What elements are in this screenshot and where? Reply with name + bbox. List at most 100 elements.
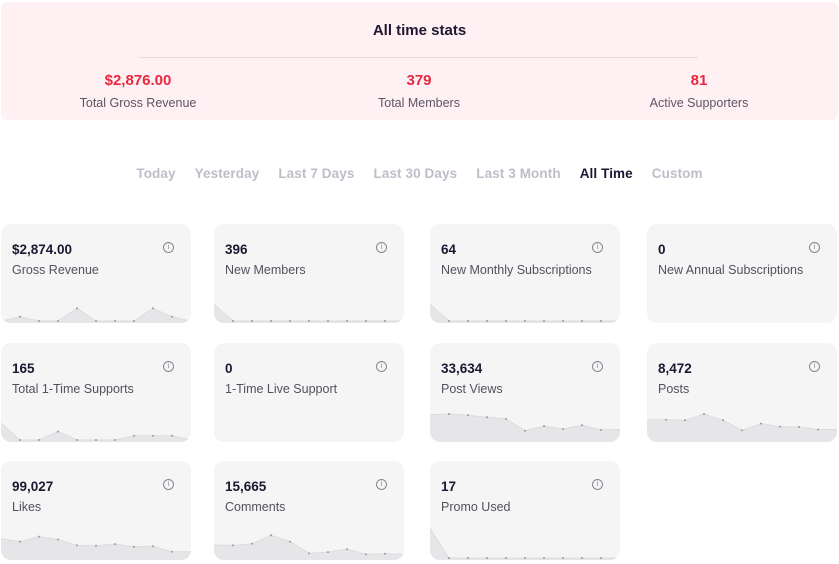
sparkline-point xyxy=(798,426,800,428)
info-icon[interactable]: i xyxy=(163,479,174,490)
info-icon[interactable]: i xyxy=(592,361,603,372)
sparkline-point xyxy=(524,557,526,559)
all-time-stats-banner: All time stats $2,876.00 Total Gross Rev… xyxy=(1,2,838,120)
sparkline-point xyxy=(76,307,78,310)
date-range-tabs: Today Yesterday Last 7 Days Last 30 Days… xyxy=(0,166,839,181)
info-icon[interactable]: i xyxy=(809,242,820,253)
sparkline-point xyxy=(95,320,97,322)
sparkline-point xyxy=(57,538,59,541)
card-label: New Annual Subscriptions xyxy=(658,263,804,277)
sparkline-point xyxy=(543,425,545,428)
sparkline-chart xyxy=(1,535,191,560)
sparkline-point xyxy=(505,418,507,420)
sparkline-point xyxy=(665,418,667,421)
sparkline-point xyxy=(384,552,386,555)
sparkline-area xyxy=(1,423,191,442)
banner-divider xyxy=(139,57,698,58)
sparkline-area xyxy=(647,414,837,442)
sparkline-point xyxy=(251,320,253,322)
sparkline-chart xyxy=(214,303,404,323)
sparkline-line xyxy=(430,303,620,322)
sparkline-point xyxy=(524,320,526,322)
card-new-members: 396 New Members i xyxy=(214,224,404,323)
card-posts: 8,472 Posts i xyxy=(647,343,837,442)
sparkline-point xyxy=(581,424,583,427)
card-value: 17 xyxy=(441,479,457,494)
sparkline-point xyxy=(384,320,386,322)
card-likes: 99,027 Likes i xyxy=(1,461,191,560)
info-icon[interactable]: i xyxy=(592,242,603,253)
sparkline-point xyxy=(365,553,367,556)
card-1-time-live-support: 0 1-Time Live Support i xyxy=(214,343,404,442)
sparkline-point xyxy=(365,320,367,322)
card-value: 8,472 xyxy=(658,361,692,376)
sparkline-point xyxy=(38,439,40,441)
card-total-1-time-supports: 165 Total 1-Time Supports i xyxy=(1,343,191,442)
tab-all-time[interactable]: All Time xyxy=(579,166,633,181)
sparkline-point xyxy=(232,544,234,547)
card-new-annual-subscriptions: 0 New Annual Subscriptions i xyxy=(647,224,837,323)
card-value: 99,027 xyxy=(12,479,54,494)
info-icon[interactable]: i xyxy=(163,361,174,372)
tab-yesterday[interactable]: Yesterday xyxy=(194,166,260,181)
sparkline-point xyxy=(308,320,310,322)
tab-custom[interactable]: Custom xyxy=(651,166,703,181)
sparkline-point xyxy=(19,315,21,318)
info-icon[interactable]: i xyxy=(592,479,603,490)
sparkline-point xyxy=(562,557,564,559)
card-label: Posts xyxy=(658,382,690,396)
stat-label: Total Members xyxy=(378,96,460,110)
info-icon[interactable]: i xyxy=(376,361,387,372)
sparkline-point xyxy=(57,320,59,322)
info-icon[interactable]: i xyxy=(376,479,387,490)
sparkline-point xyxy=(95,544,97,547)
sparkline-area xyxy=(1,308,191,323)
card-label: Gross Revenue xyxy=(12,263,99,277)
info-icon[interactable]: i xyxy=(163,242,174,253)
info-icon[interactable]: i xyxy=(376,242,387,253)
sparkline-point xyxy=(95,439,97,441)
card-promo-used: 17 Promo Used i xyxy=(430,461,620,560)
sparkline-point xyxy=(448,557,450,559)
card-value: 0 xyxy=(225,361,233,376)
sparkline-area xyxy=(214,535,404,560)
info-icon[interactable]: i xyxy=(809,361,820,372)
sparkline-point xyxy=(19,540,21,543)
sparkline-point xyxy=(524,429,526,432)
sparkline-point xyxy=(289,320,291,322)
sparkline-point xyxy=(114,439,116,441)
card-comments: 15,665 Comments i xyxy=(214,461,404,560)
card-label: Comments xyxy=(225,500,286,514)
sparkline-area xyxy=(430,528,620,560)
sparkline-point xyxy=(760,422,762,425)
sparkline-point xyxy=(152,307,154,310)
sparkline-point xyxy=(346,548,348,551)
card-gross-revenue: $2,874.00 Gross Revenue i xyxy=(1,224,191,323)
sparkline-chart xyxy=(214,534,404,560)
sparkline-point xyxy=(38,320,40,322)
tab-last-3-month[interactable]: Last 3 Month xyxy=(476,166,561,181)
tab-last-30-days[interactable]: Last 30 Days xyxy=(373,166,458,181)
sparkline-point xyxy=(171,315,173,318)
tab-today[interactable]: Today xyxy=(136,166,176,181)
sparkline-point xyxy=(308,552,310,555)
sparkline-point xyxy=(600,557,602,559)
tab-last-7-days[interactable]: Last 7 Days xyxy=(278,166,355,181)
card-label: Likes xyxy=(12,500,42,514)
sparkline-point xyxy=(57,430,59,433)
sparkline-line xyxy=(430,528,620,559)
sparkline-point xyxy=(486,557,488,559)
sparkline-chart xyxy=(214,402,404,442)
stat-value: $2,876.00 xyxy=(104,72,172,89)
sparkline-point xyxy=(467,557,469,559)
sparkline-point xyxy=(600,320,602,322)
stat-total-gross-revenue: $2,876.00 Total Gross Revenue xyxy=(28,72,248,110)
sparkline-chart xyxy=(430,413,620,442)
sparkline-point xyxy=(152,434,154,437)
card-label: Total 1-Time Supports xyxy=(12,382,134,396)
card-label: Post Views xyxy=(441,382,503,396)
sparkline-point xyxy=(114,320,116,322)
card-label: New Monthly Subscriptions xyxy=(441,263,592,277)
sparkline-point xyxy=(562,428,564,431)
sparkline-point xyxy=(722,419,724,422)
